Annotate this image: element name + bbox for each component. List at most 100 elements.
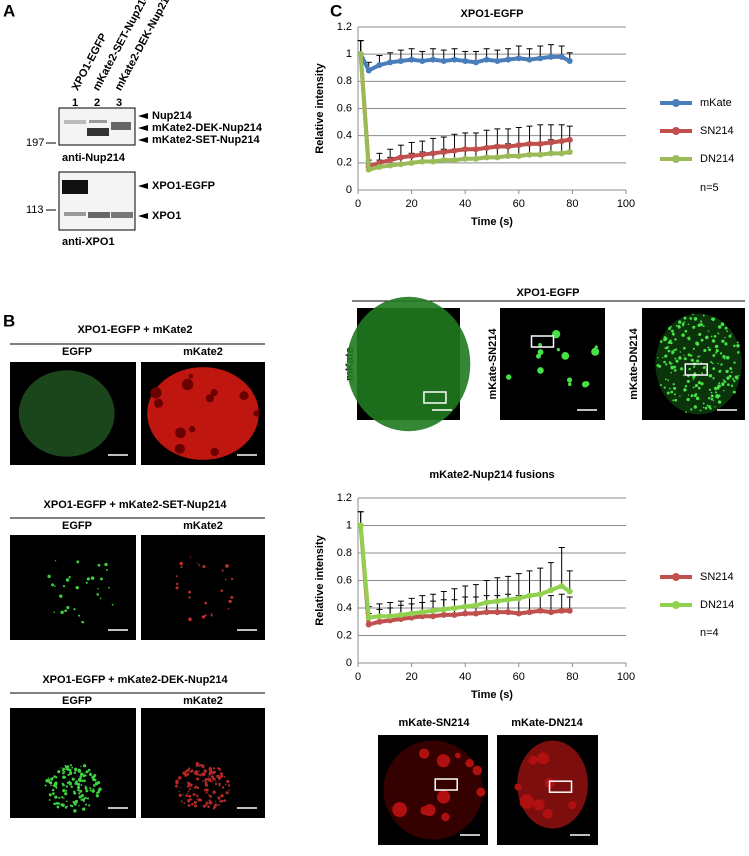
speckle [196,563,199,565]
data-point [365,614,372,621]
speckle [692,379,695,381]
speckle [705,335,709,340]
speckle [514,783,522,791]
data-point [515,55,522,62]
speckle [66,805,68,807]
speckle [53,611,55,613]
speckle [216,767,219,770]
speckle [189,783,193,787]
speckle [196,798,198,800]
data-point [515,610,522,617]
speckle [82,807,86,811]
speckle [198,564,201,567]
data-point [526,592,533,599]
speckle [183,802,186,805]
speckle [178,793,182,797]
speckle [55,786,58,789]
speckle [392,802,408,818]
speckle [717,325,722,329]
y-tick-label: 0 [346,184,352,196]
legend-marker [672,573,680,581]
speckle [737,351,740,354]
data-point [526,56,533,63]
speckle [733,344,736,348]
speckle [692,375,696,379]
speckle [204,781,207,783]
speckle [200,763,203,766]
speckle [228,789,230,792]
speckle [199,774,202,777]
data-point [547,139,554,146]
speckle [84,772,86,774]
speckle [717,362,719,365]
speckle [186,781,189,784]
x-tick-label: 80 [566,198,578,210]
data-point [537,591,544,598]
speckle [212,790,216,794]
speckle [697,323,701,327]
speckle [91,789,95,793]
speckle [66,606,70,610]
speckle [55,776,58,779]
x-tick-label: 80 [566,671,578,683]
speckle [63,770,66,773]
speckle [61,796,64,799]
image-label: mKate-SN214 [487,328,499,400]
speckle [437,792,445,800]
speckle [728,374,732,378]
speckle [90,576,95,580]
speckle [196,762,200,766]
x-tick-label: 0 [355,671,361,683]
speckle [698,332,702,336]
speckle [179,786,181,788]
speckle [77,785,79,787]
data-point [357,51,364,58]
speckle [718,382,721,385]
speckle [92,777,96,782]
speckle [56,805,60,809]
micrograph [10,708,136,818]
marker-label: 113 [26,204,44,216]
data-point [526,140,533,147]
data-point [537,607,544,614]
antibody-label: anti-XPO1 [62,236,115,248]
speckle [674,357,677,360]
data-point [566,57,573,64]
data-point [483,154,490,161]
lane-number: 2 [94,97,100,109]
speckle [97,563,101,567]
x-tick-label: 60 [513,671,525,683]
speckle [64,792,68,796]
data-point [408,610,415,617]
speckle [733,361,736,364]
speckle [683,388,687,392]
data-point [397,154,404,161]
speckle [519,794,535,809]
speckle [561,352,570,360]
data-point [462,610,469,617]
data-point [430,607,437,614]
speckle [209,780,212,783]
speckle [75,585,79,590]
speckle [52,792,55,795]
speckle [693,317,698,321]
speckle [73,809,77,813]
speckle [678,356,682,360]
speckle [715,349,719,353]
speckle [583,381,590,387]
speckle [59,594,63,598]
speckle [697,381,702,385]
speckle [728,334,732,338]
data-point [505,56,512,63]
y-tick-label: 0.4 [337,602,352,614]
speckle [225,564,229,568]
data-point [494,143,501,150]
speckle [188,767,191,770]
speckle [225,791,229,795]
speckle [708,348,712,352]
speckle [95,794,99,798]
speckle [187,790,190,793]
speckle [201,772,204,776]
speckle [212,767,216,770]
speckle [196,794,198,796]
